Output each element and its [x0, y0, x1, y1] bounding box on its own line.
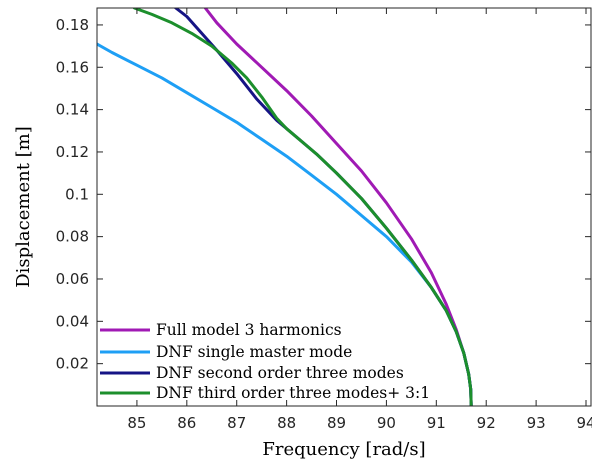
series-layer	[97, 8, 473, 406]
legend-entry-label: DNF third order three modes+ 3:1	[156, 384, 430, 402]
x-tick-label: 92	[477, 414, 496, 432]
y-axis-label: Displacement [m]	[13, 126, 34, 288]
legend-entry-label: DNF second order three modes	[156, 364, 404, 382]
y-tick-label: 0.1	[65, 185, 89, 203]
x-tick-label: 89	[327, 414, 346, 432]
legend-entry-label: Full model 3 harmonics	[156, 321, 342, 339]
y-tick-label: 0.12	[56, 143, 89, 161]
y-tick-label: 0.04	[56, 312, 89, 330]
legend: Full model 3 harmonics DNF single master …	[100, 321, 430, 402]
y-tick-label: 0.14	[56, 101, 89, 119]
legend-entry-label: DNF single master mode	[156, 343, 352, 361]
y-tick-label: 0.18	[56, 16, 89, 34]
plot-frame	[96, 7, 592, 407]
x-tick-label: 86	[177, 414, 196, 432]
y-tick-label: 0.02	[56, 355, 89, 373]
ticks-layer: 85 86 87 88 89 90 91 92 93 94 0.02 0.04 0.06 0.08 0.1 0…	[56, 8, 592, 432]
x-tick-label: 90	[377, 414, 396, 432]
x-tick-label: 94	[576, 414, 592, 432]
x-tick-label: 85	[127, 414, 146, 432]
x-axis-label: Frequency [rad/s]	[262, 439, 425, 459]
x-tick-label: 88	[277, 414, 296, 432]
series-line-4	[132, 8, 473, 406]
y-tick-label: 0.06	[56, 270, 89, 288]
y-tick-label: 0.16	[56, 58, 89, 76]
x-tick-label: 91	[427, 414, 446, 432]
y-tick-label: 0.08	[56, 228, 89, 246]
x-tick-label: 87	[227, 414, 246, 432]
x-tick-label: 93	[527, 414, 546, 432]
